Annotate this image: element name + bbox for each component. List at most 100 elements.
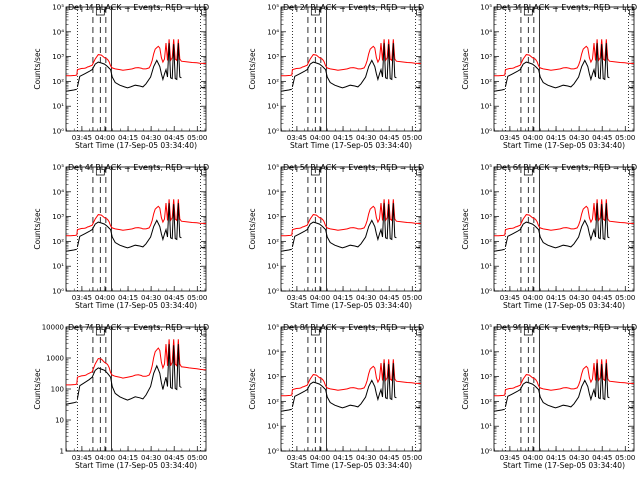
y-axis-label: Counts/sec [33, 48, 42, 89]
y-tick-label: 10⁰ [267, 448, 279, 456]
y-tick-label: 10000 [42, 324, 64, 332]
y-tick-label: 10⁴ [52, 28, 64, 36]
y-tick-label: 10² [480, 238, 492, 246]
x-tick-label: 04:45 [164, 294, 184, 302]
plot-frame [65, 166, 207, 292]
x-tick-label: 04:00 [523, 454, 543, 462]
y-tick-label: 10² [52, 78, 64, 86]
interval-bracket [95, 330, 105, 336]
panel-det-8f: Det 8f BLACK = Events, RED = LLD 10⁰ 10¹ 10… [248, 323, 424, 470]
interval-bracket [629, 330, 635, 336]
x-tick-label: 04:45 [592, 454, 612, 462]
plot-frame [280, 6, 422, 132]
events-series-line [504, 203, 610, 249]
events-series-line [280, 408, 292, 412]
y-tick-label: 10⁴ [52, 188, 64, 196]
events-series-line [493, 248, 505, 252]
y-tick-label: 1000 [46, 355, 64, 363]
x-tick-label: 03:45 [500, 454, 520, 462]
events-series-line [493, 408, 505, 412]
x-tick-label: 04:00 [310, 294, 330, 302]
panel-det-1f: Det 1f BLACK = Events, RED = LLD 10⁰ 10¹ 10… [33, 3, 209, 150]
lld-series-line [281, 39, 422, 77]
x-tick-label: 03:45 [72, 134, 92, 142]
y-tick-label: 10² [480, 78, 492, 86]
panel-title: Det 1f BLACK = Events, RED = LLD [68, 3, 209, 12]
y-tick-label: 10² [52, 238, 64, 246]
x-tick-label: 03:45 [72, 454, 92, 462]
y-tick-label: 10¹ [480, 263, 492, 271]
events-series-line [280, 248, 292, 252]
panel-det-3f: Det 3f BLACK = Events, RED = LLD 10⁰ 10¹ 10… [461, 3, 637, 150]
x-tick-label: 04:15 [333, 134, 353, 142]
x-tick-label: 05:00 [187, 294, 207, 302]
y-tick-label: 10¹ [52, 103, 64, 111]
y-tick-label: 1 [60, 448, 64, 456]
x-tick-label: 04:30 [569, 134, 589, 142]
x-tick-label: 04:15 [333, 454, 353, 462]
lld-series-line [281, 359, 422, 397]
x-tick-label: 04:45 [379, 134, 399, 142]
y-tick-label: 10⁴ [480, 28, 492, 36]
panel-title: Det 9f BLACK = Events, RED = LLD [496, 323, 637, 332]
y-tick-label: 10⁰ [52, 288, 64, 296]
panel-title: Det 4f BLACK = Events, RED = LLD [68, 163, 209, 172]
x-tick-label: 04:15 [118, 134, 138, 142]
panel-title: Det 7f BLACK = Events, RED = LLD [68, 323, 209, 332]
y-axis-label: Counts/sec [461, 208, 470, 249]
y-tick-label: 10¹ [52, 263, 64, 271]
events-series-line [504, 363, 610, 409]
events-series-line [76, 344, 182, 401]
y-axis-label: Counts/sec [33, 368, 42, 409]
interval-bracket [416, 10, 422, 16]
events-series-line [65, 88, 77, 92]
x-tick-label: 04:45 [164, 134, 184, 142]
x-tick-label: 05:00 [615, 134, 635, 142]
x-tick-label: 04:15 [546, 454, 566, 462]
x-axis-label: Start Time (17-Sep-05 03:34:40) [290, 141, 412, 150]
x-tick-label: 04:30 [569, 454, 589, 462]
y-tick-label: 10³ [480, 53, 492, 61]
x-tick-label: 03:45 [287, 134, 307, 142]
x-tick-label: 04:15 [333, 294, 353, 302]
x-tick-label: 04:15 [546, 294, 566, 302]
y-tick-label: 10¹ [267, 263, 279, 271]
x-tick-label: 05:00 [402, 454, 422, 462]
panel-det-6f: Det 6f BLACK = Events, RED = LLD 10⁰ 10¹ 10… [461, 163, 637, 310]
x-tick-label: 04:15 [118, 294, 138, 302]
y-tick-label: 10⁵ [267, 4, 279, 12]
x-tick-label: 05:00 [402, 294, 422, 302]
panel-det-9f: Det 9f BLACK = Events, RED = LLD 10⁰ 10¹ 10… [461, 323, 637, 470]
y-tick-label: 10⁵ [480, 324, 492, 332]
panel-det-4f: Det 4f BLACK = Events, RED = LLD 10⁰ 10¹ 10… [33, 163, 209, 310]
x-tick-label: 04:00 [310, 134, 330, 142]
y-tick-label: 10⁵ [480, 164, 492, 172]
interval-bracket [523, 170, 533, 176]
plot-frame [493, 326, 635, 452]
events-series-line [504, 43, 610, 89]
y-tick-label: 10² [267, 78, 279, 86]
interval-bracket [310, 330, 320, 336]
panel-title: Det 6f BLACK = Events, RED = LLD [496, 163, 637, 172]
panel-det-2f: Det 2f BLACK = Events, RED = LLD 10⁰ 10¹ 10… [248, 3, 424, 150]
y-tick-label: 10¹ [267, 423, 279, 431]
events-series-line [493, 88, 505, 92]
y-tick-label: 10 [55, 417, 64, 425]
events-series-line [280, 88, 292, 92]
events-series-line [291, 203, 397, 249]
interval-bracket [95, 170, 105, 176]
x-tick-label: 04:00 [523, 134, 543, 142]
interval-bracket [416, 170, 422, 176]
lld-series-line [494, 199, 635, 237]
events-series-line [76, 43, 182, 89]
y-axis-label: Counts/sec [248, 208, 257, 249]
x-tick-label: 04:00 [95, 294, 115, 302]
y-tick-label: 10³ [267, 373, 279, 381]
x-tick-label: 05:00 [615, 454, 635, 462]
x-tick-label: 03:45 [287, 294, 307, 302]
x-tick-label: 04:45 [592, 294, 612, 302]
x-axis-label: Start Time (17-Sep-05 03:34:40) [503, 141, 625, 150]
x-tick-label: 04:00 [310, 454, 330, 462]
lld-series-line [494, 359, 635, 397]
x-axis-label: Start Time (17-Sep-05 03:34:40) [75, 301, 197, 310]
